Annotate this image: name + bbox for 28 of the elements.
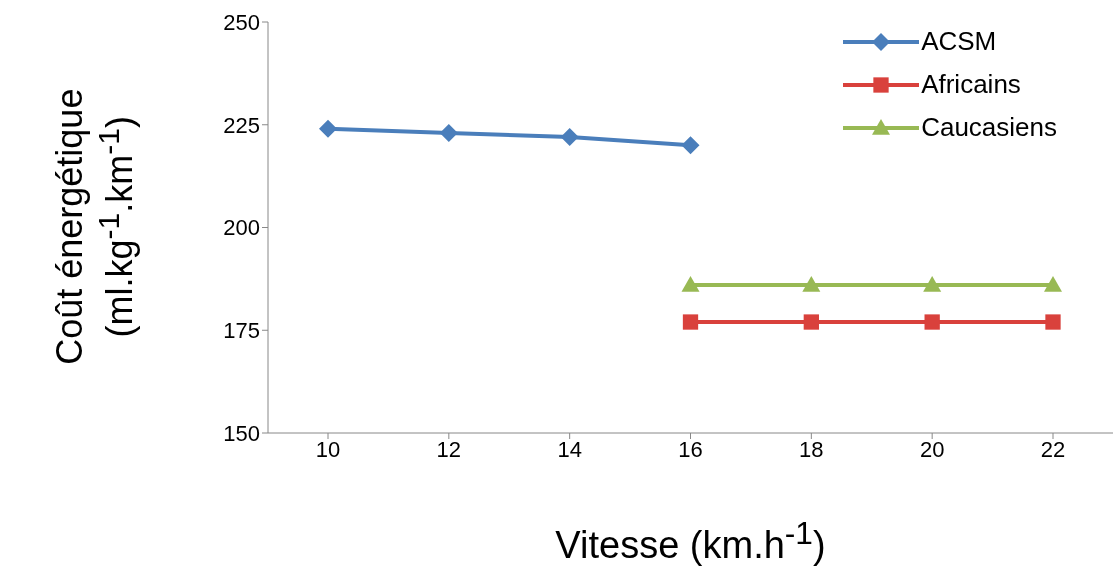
y-tick-label: 250	[223, 9, 260, 35]
point	[1045, 314, 1061, 330]
point	[439, 123, 458, 142]
x-tick-label: 14	[557, 436, 582, 462]
legend-label: Africains	[921, 69, 1021, 100]
point	[681, 136, 700, 155]
x-tick-label: 20	[919, 436, 945, 462]
x-tick-label: 16	[678, 436, 703, 462]
point	[803, 314, 819, 330]
point	[682, 314, 699, 330]
point	[319, 119, 337, 138]
point	[802, 276, 821, 292]
y-tick-label: 225	[223, 112, 260, 138]
y-tick-label: 175	[223, 318, 260, 344]
legend-label: Caucasiens	[921, 112, 1057, 143]
y-tick-label: 200	[223, 215, 260, 241]
x-tick-label: 22	[1040, 436, 1066, 462]
point	[924, 314, 940, 330]
x-axis-title: Vitesse (km.h$^{-1}$)	[554, 515, 827, 567]
point	[1044, 276, 1062, 292]
point	[923, 276, 942, 292]
x-tick-label: 10	[315, 436, 341, 462]
y-tick-label: 150	[223, 420, 260, 446]
x-tick-label: 18	[799, 436, 824, 462]
x-tick-label: 12	[436, 436, 462, 462]
point	[681, 276, 700, 292]
point	[560, 128, 579, 147]
legend-label: ACSM	[921, 26, 997, 57]
